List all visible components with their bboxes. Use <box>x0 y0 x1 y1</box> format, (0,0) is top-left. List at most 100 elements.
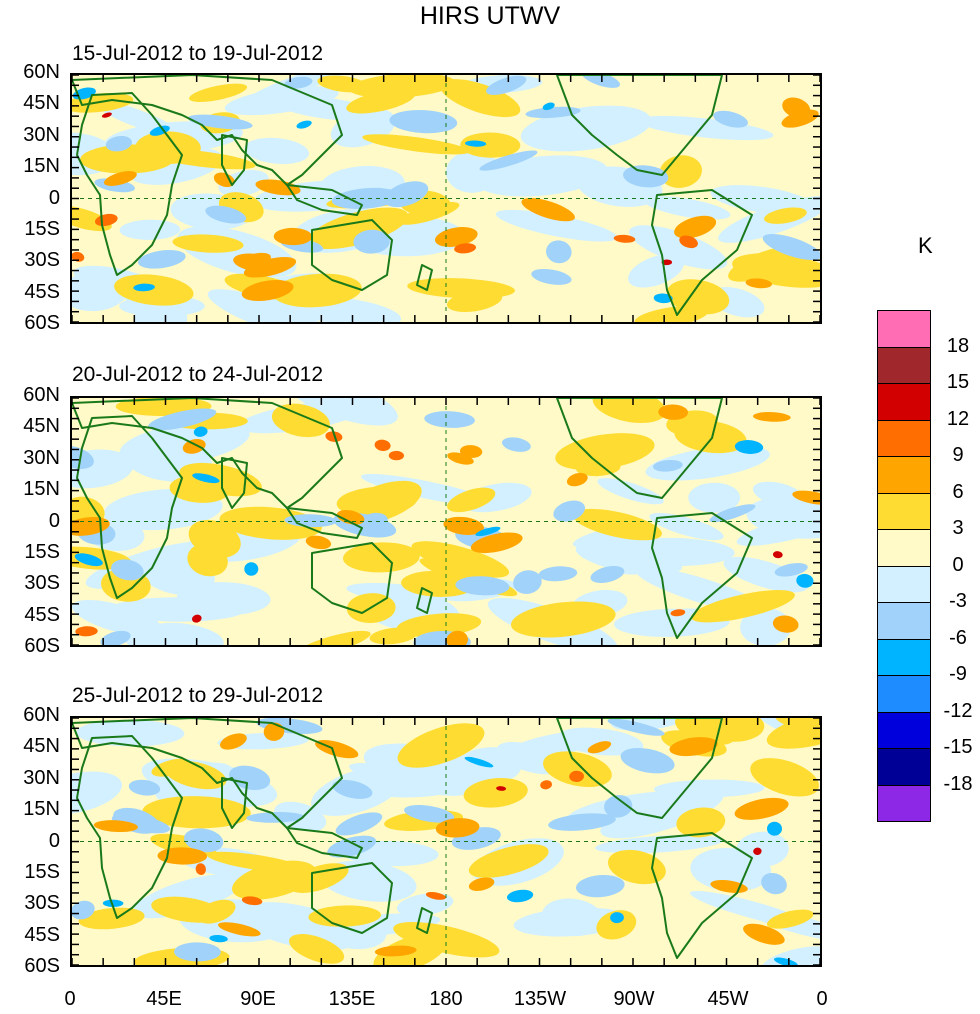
anomaly-contour <box>774 563 808 577</box>
colorbar-swatch <box>877 638 931 676</box>
anomaly-contour <box>147 148 256 170</box>
anomaly-contour <box>479 150 538 171</box>
coastline <box>651 512 753 639</box>
anomaly-contour <box>404 804 455 823</box>
anomaly-contour <box>93 820 138 833</box>
anomaly-contour <box>217 922 261 937</box>
colorbar-label: 18 <box>946 334 970 357</box>
anomaly-contour <box>195 863 206 875</box>
longitude-label: 135W <box>513 988 567 1010</box>
anomaly-contour <box>411 541 510 578</box>
anomaly-contour <box>575 541 683 575</box>
chart-title: HIRS UTWV <box>419 2 561 30</box>
anomaly-contour <box>305 535 332 550</box>
anomaly-contour <box>233 253 279 272</box>
coastline <box>311 542 393 614</box>
anomaly-contour <box>745 278 772 289</box>
colorbar-swatch <box>877 456 931 494</box>
anomaly-contour <box>182 439 206 454</box>
anomaly-contour <box>610 912 624 924</box>
colorbar-label: 12 <box>946 407 970 430</box>
anomaly-contour <box>475 526 501 537</box>
latitude-label: 15S <box>24 540 60 563</box>
coastline <box>72 718 343 829</box>
colorbar-swatch <box>877 675 931 713</box>
latitude-label: 15S <box>24 217 60 240</box>
anomaly-contour <box>670 609 686 617</box>
anomaly-contour <box>796 573 814 588</box>
anomaly-contour <box>553 500 586 522</box>
colorbar-swatch <box>877 383 931 421</box>
anomaly-contour <box>590 565 625 584</box>
anomaly-contour <box>688 482 741 513</box>
anomaly-contour <box>362 134 470 155</box>
panel-1-date-range: 15-Jul-2012 to 19-Jul-2012 <box>72 42 323 65</box>
anomaly-contour <box>710 185 814 215</box>
anomaly-contour <box>343 542 420 573</box>
colorbar-swatch <box>877 492 931 530</box>
anomaly-contour <box>72 600 164 637</box>
anomaly-contour <box>138 249 186 269</box>
anomaly-contour <box>102 899 124 908</box>
anomaly-contour <box>114 274 194 306</box>
panel-2-map <box>70 396 822 647</box>
anomaly-contour <box>679 235 698 249</box>
anomaly-contour <box>464 756 494 768</box>
latitude-label: 30N <box>23 766 60 789</box>
latitude-label: 60N <box>23 704 60 726</box>
latitude-label: 45N <box>23 415 60 438</box>
latitude-label: 15S <box>24 860 60 883</box>
anomaly-contour <box>666 279 730 315</box>
anomaly-contour <box>713 110 748 128</box>
anomaly-contour <box>538 566 578 582</box>
colorbar-swatch <box>877 748 931 786</box>
anomaly-contour <box>468 844 549 878</box>
latitude-label: 60S <box>24 955 60 977</box>
anomaly-contour <box>74 553 103 567</box>
anomaly-contour <box>781 109 819 128</box>
anomaly-contour <box>674 215 717 239</box>
anomaly-contour <box>191 614 202 623</box>
anomaly-contour <box>389 109 458 134</box>
anomaly-contour <box>296 120 312 129</box>
anomaly-contour <box>273 227 313 246</box>
anomaly-contour <box>184 828 224 853</box>
anomaly-contour <box>119 219 181 240</box>
longitude-label: 180 <box>429 988 463 1010</box>
coastline <box>651 832 753 959</box>
latitude-label: 30N <box>23 446 60 469</box>
anomaly-contour <box>645 445 770 481</box>
coastline <box>221 134 248 186</box>
anomaly-contour <box>581 75 621 88</box>
colorbar-label: 0 <box>952 553 964 576</box>
anomaly-contour <box>649 512 724 541</box>
anomaly-contour <box>363 743 494 794</box>
anomaly-contour <box>111 559 144 581</box>
anomaly-contour <box>273 95 378 121</box>
anomaly-contour <box>75 626 98 637</box>
coastline <box>311 219 393 291</box>
latitude-label: 30S <box>24 572 60 595</box>
anomaly-contour <box>435 818 480 838</box>
anomaly-contour <box>750 758 819 797</box>
anomaly-contour <box>284 76 313 89</box>
latitude-label: 45S <box>24 280 60 303</box>
anomaly-contour <box>439 79 521 118</box>
anomaly-contour <box>723 556 809 593</box>
anomaly-contour <box>133 283 155 292</box>
latitude-label: 15N <box>23 798 60 821</box>
latitude-label: 45S <box>24 923 60 946</box>
anomaly-contour <box>690 589 795 623</box>
anomaly-contour <box>128 779 161 796</box>
anomaly-contour <box>407 278 515 299</box>
colorbar-label: -3 <box>949 590 967 612</box>
latitude-label: 30S <box>24 249 60 272</box>
anomaly-contour <box>743 923 785 945</box>
longitude-label: 0 <box>64 988 76 1010</box>
latitude-label: 45S <box>24 603 60 626</box>
latitude-label: 0 <box>48 186 60 209</box>
latitude-label: 60N <box>23 61 60 83</box>
coastline <box>221 777 248 829</box>
anomaly-contour <box>629 225 728 270</box>
anomaly-contour <box>546 240 572 264</box>
